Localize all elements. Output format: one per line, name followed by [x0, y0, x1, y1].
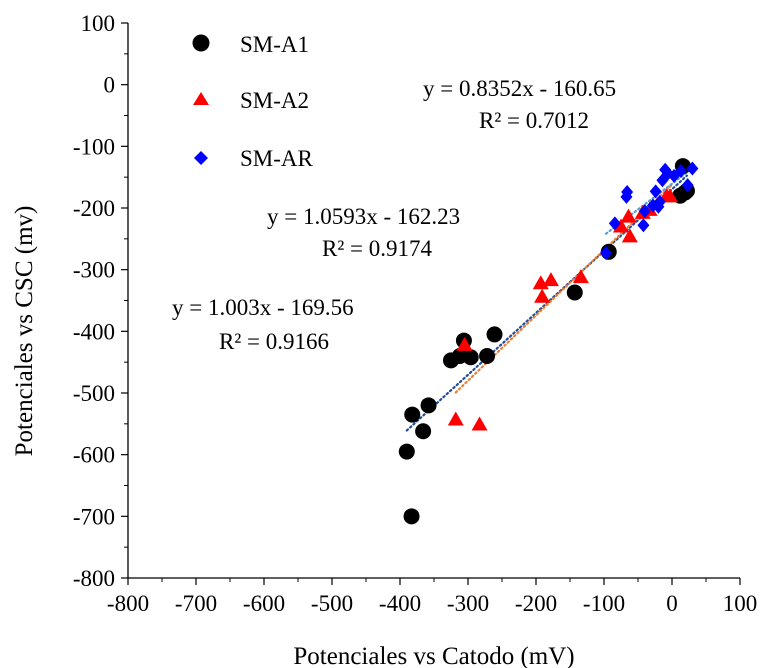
- legend-label-sm-ar: SM-AR: [240, 146, 314, 171]
- data-point-sm-a1: [566, 284, 583, 301]
- data-point-sm-a2: [471, 416, 488, 431]
- legend-marker-sm-a2: [193, 92, 209, 105]
- x-tick-label: -400: [379, 591, 421, 616]
- data-point-sm-a2: [542, 272, 559, 287]
- data-point-sm-ar: [653, 194, 666, 209]
- data-point-sm-a2: [621, 228, 638, 243]
- y-tick-label: -100: [73, 134, 115, 159]
- x-tick-label: -800: [107, 591, 149, 616]
- data-points: [398, 158, 699, 525]
- x-tick-label: 100: [723, 591, 758, 616]
- equation-sm-a1: y = 1.003x - 169.56: [172, 295, 354, 320]
- data-point-sm-a2: [620, 208, 637, 223]
- legend-marker-sm-a1: [192, 34, 210, 52]
- data-point-sm-a1: [420, 397, 437, 414]
- data-point-sm-a2: [572, 269, 589, 284]
- data-point-sm-a1: [415, 423, 432, 440]
- y-axis-title: Potenciales vs CSC (mv): [11, 206, 38, 457]
- x-tick-label: -300: [447, 591, 489, 616]
- y-tick-label: -300: [73, 258, 115, 283]
- y-tick-label: -700: [73, 504, 115, 529]
- data-point-sm-ar: [608, 216, 621, 231]
- equation-sm-a2: y = 1.0593x - 162.23: [267, 204, 460, 229]
- data-point-sm-a1: [479, 348, 496, 364]
- x-tick-label: -500: [311, 591, 353, 616]
- data-point-sm-a2: [661, 188, 678, 203]
- data-point-sm-a2: [456, 336, 473, 351]
- data-point-sm-a1: [398, 443, 415, 460]
- x-tick-label: -700: [175, 591, 217, 616]
- y-tick-label: 100: [81, 11, 116, 36]
- x-axis-title: Potenciales vs Catodo (mV): [293, 643, 574, 668]
- y-tick-label: -400: [73, 319, 115, 344]
- data-point-sm-a2: [447, 411, 464, 426]
- trendline-equations: y = 0.8352x - 160.65 R² = 0.7012 y = 1.0…: [172, 76, 616, 354]
- equation-sm-ar: y = 0.8352x - 160.65: [423, 76, 616, 101]
- legend-label-sm-a1: SM-A1: [240, 32, 309, 57]
- data-point-sm-ar: [681, 178, 694, 193]
- y-tick-label: -500: [73, 381, 115, 406]
- r2-sm-a1: R² = 0.9166: [219, 329, 329, 354]
- data-point-sm-a2: [534, 288, 551, 303]
- data-point-sm-a1: [486, 326, 503, 343]
- legend-label-sm-a2: SM-A2: [240, 88, 309, 113]
- x-tick-label: -200: [515, 591, 557, 616]
- x-tick-label: -100: [583, 591, 625, 616]
- r2-sm-a2: R² = 0.9174: [322, 236, 432, 261]
- y-tick-label: -800: [73, 566, 115, 591]
- y-tick-label: 0: [104, 73, 116, 98]
- x-tick-label: -600: [243, 591, 285, 616]
- data-point-sm-ar: [638, 204, 651, 219]
- data-point-sm-ar: [674, 164, 687, 178]
- data-point-sm-a2: [613, 218, 629, 233]
- data-point-sm-ar: [621, 184, 634, 199]
- data-point-sm-ar: [637, 218, 650, 233]
- y-tick-label: -600: [73, 443, 115, 468]
- data-point-sm-a1: [462, 349, 479, 366]
- data-point-sm-ar: [600, 246, 613, 261]
- legend-marker-sm-ar: [194, 151, 208, 165]
- legend: SM-A1 SM-A2 SM-AR: [192, 32, 314, 171]
- data-point-sm-a1: [404, 406, 421, 423]
- data-point-sm-ar: [686, 161, 699, 176]
- y-tick-label: -200: [73, 196, 115, 221]
- data-point-sm-ar: [649, 184, 662, 199]
- data-point-sm-a1: [403, 508, 420, 525]
- axes: -800 -700 -600 -500 -400 -300 -200 -100 0 100 100 0…: [73, 11, 757, 616]
- r2-sm-ar: R² = 0.7012: [479, 108, 589, 133]
- x-tick-label: 0: [666, 591, 678, 616]
